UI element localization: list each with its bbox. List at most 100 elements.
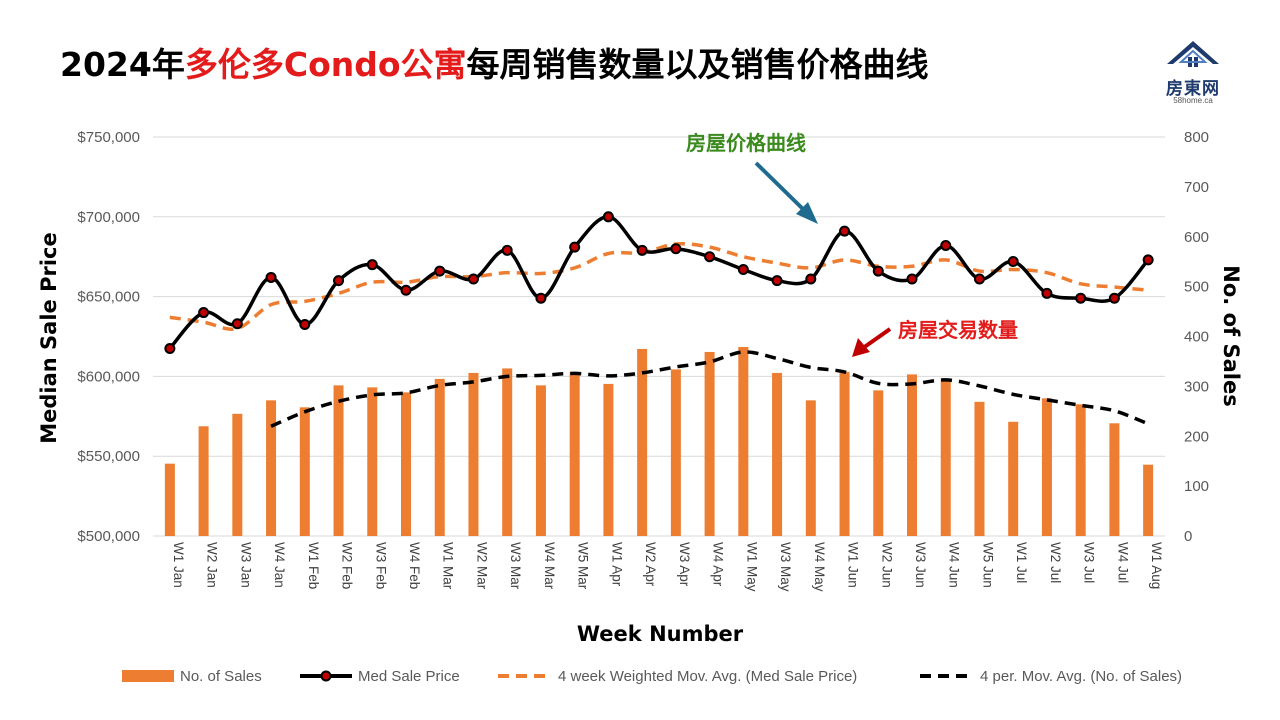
title-highlight: 多伦多Condo公寓 <box>184 45 467 84</box>
y-tick-label: $700,000 <box>77 209 140 226</box>
sales-bar <box>1008 421 1019 536</box>
y-tick-label: $650,000 <box>77 289 140 306</box>
price-point <box>1142 254 1154 266</box>
sales-bar <box>164 463 175 536</box>
y2-axis-title: No. of Sales <box>1219 265 1243 406</box>
sales-bar <box>670 369 681 536</box>
x-tick-label: W2 Jun <box>879 542 894 588</box>
y2-tick-label: 200 <box>1184 428 1209 445</box>
sales-bar <box>637 348 648 536</box>
page-title: 2024年多伦多Condo公寓每周销售数量以及销售价格曲线 <box>60 40 929 90</box>
x-tick-label: W2 Mar <box>474 542 489 590</box>
price-point <box>1075 292 1087 304</box>
sales-bar <box>738 346 749 536</box>
y2-tick-label: 300 <box>1184 378 1209 395</box>
x-tick-label: W3 Jun <box>913 542 928 588</box>
title-rest: 每周销售数量以及销售价格曲线 <box>466 45 929 84</box>
x-tick-label: W3 Feb <box>373 542 388 589</box>
price-point <box>704 251 716 263</box>
legend-price: Med Sale Price <box>358 668 460 685</box>
price-point <box>1108 292 1120 304</box>
legend-sales: No. of Sales <box>180 668 262 685</box>
red-arrow-icon <box>852 327 892 357</box>
price-point <box>265 271 277 283</box>
x-axis-ticks: W1 Jan W2 Jan W3 Jan W4 Jan W1 Feb W2 Feb W3 F… <box>171 542 1164 592</box>
price-point <box>602 211 614 223</box>
sales-bar <box>401 392 411 536</box>
price-point <box>535 292 547 304</box>
house-roof-icon <box>1167 41 1219 67</box>
x-tick-label: W4 Jan <box>272 542 287 588</box>
sales-bar <box>434 378 445 536</box>
price-point <box>501 244 513 256</box>
y-tick-label: $600,000 <box>77 368 140 385</box>
price-point <box>1007 255 1019 267</box>
y-tick-label: $550,000 <box>77 448 140 465</box>
price-point <box>940 240 952 252</box>
x-tick-label: W1 Jun <box>846 542 861 588</box>
sales-bar <box>1109 423 1120 536</box>
y2-tick-label: 100 <box>1184 478 1209 495</box>
sales-bar <box>907 374 917 536</box>
price-point <box>467 273 479 285</box>
logo-site: 58home.ca <box>1173 96 1213 105</box>
price-point <box>1041 287 1053 299</box>
price-point <box>434 265 446 277</box>
sales-bar <box>535 385 546 536</box>
price-point <box>973 273 985 285</box>
legend-bar-swatch <box>122 670 174 682</box>
price-point <box>737 263 749 275</box>
sales-bar <box>468 372 479 536</box>
y2-tick-label: 400 <box>1184 329 1209 346</box>
sales-bar <box>974 401 985 536</box>
sales-bar <box>940 379 951 536</box>
x-tick-label: W1 May <box>744 542 759 592</box>
x-tick-label: W1 Apr <box>609 542 624 587</box>
price-point <box>805 273 817 285</box>
x-tick-label: W2 Jan <box>205 542 220 588</box>
sales-bars <box>164 346 1154 536</box>
x-tick-label: W5 Mar <box>576 542 591 590</box>
logo-name: 房東网 <box>1166 79 1220 99</box>
sales-bar <box>232 413 243 536</box>
sales-bar <box>1041 398 1052 536</box>
price-markers <box>164 211 1154 354</box>
y-tick-label: $750,000 <box>77 129 140 146</box>
x-tick-label: W2 Jul <box>1048 542 1063 583</box>
price-point <box>872 265 884 277</box>
y2-tick-label: 500 <box>1184 279 1209 296</box>
sales-bar <box>603 383 614 536</box>
y-axis-title: Median Sale Price <box>37 232 61 444</box>
x-tick-label: W4 Feb <box>407 542 422 589</box>
price-point <box>906 273 918 285</box>
x-tick-label: W1 Aug <box>1149 542 1164 589</box>
x-tick-label: W3 Apr <box>677 542 692 587</box>
sales-bar <box>805 400 816 536</box>
chart-legend: No. of Sales Med Sale Price 4 week Weigh… <box>122 668 1182 685</box>
sales-count-annotation: 房屋交易数量 <box>898 318 1018 342</box>
sales-bar <box>266 400 277 536</box>
x-tick-label: W5 Jun <box>980 542 995 588</box>
x-tick-label: W1 Feb <box>306 542 321 589</box>
sales-bar <box>1143 464 1154 536</box>
price-point <box>299 319 311 331</box>
y2-tick-label: 800 <box>1184 129 1209 146</box>
price-point <box>400 284 412 296</box>
price-point <box>636 244 648 256</box>
price-moving-average-line <box>169 241 1149 331</box>
sales-bar <box>704 351 715 536</box>
sales-bar <box>839 371 850 536</box>
x-tick-label: W4 Jun <box>947 542 962 588</box>
price-point <box>839 225 851 237</box>
y2-tick-label: 600 <box>1184 229 1209 246</box>
price-point <box>670 243 682 255</box>
sales-bar <box>198 426 209 536</box>
y2-tick-label: 0 <box>1184 528 1192 545</box>
x-tick-label: W3 Mar <box>508 542 523 590</box>
sales-bar <box>502 368 513 536</box>
price-point <box>164 342 176 354</box>
price-point <box>198 307 210 319</box>
x-tick-label: W3 May <box>778 542 793 592</box>
right-axis-ticks: 0 100 200 300 400 500 600 700 800 <box>1184 129 1209 545</box>
